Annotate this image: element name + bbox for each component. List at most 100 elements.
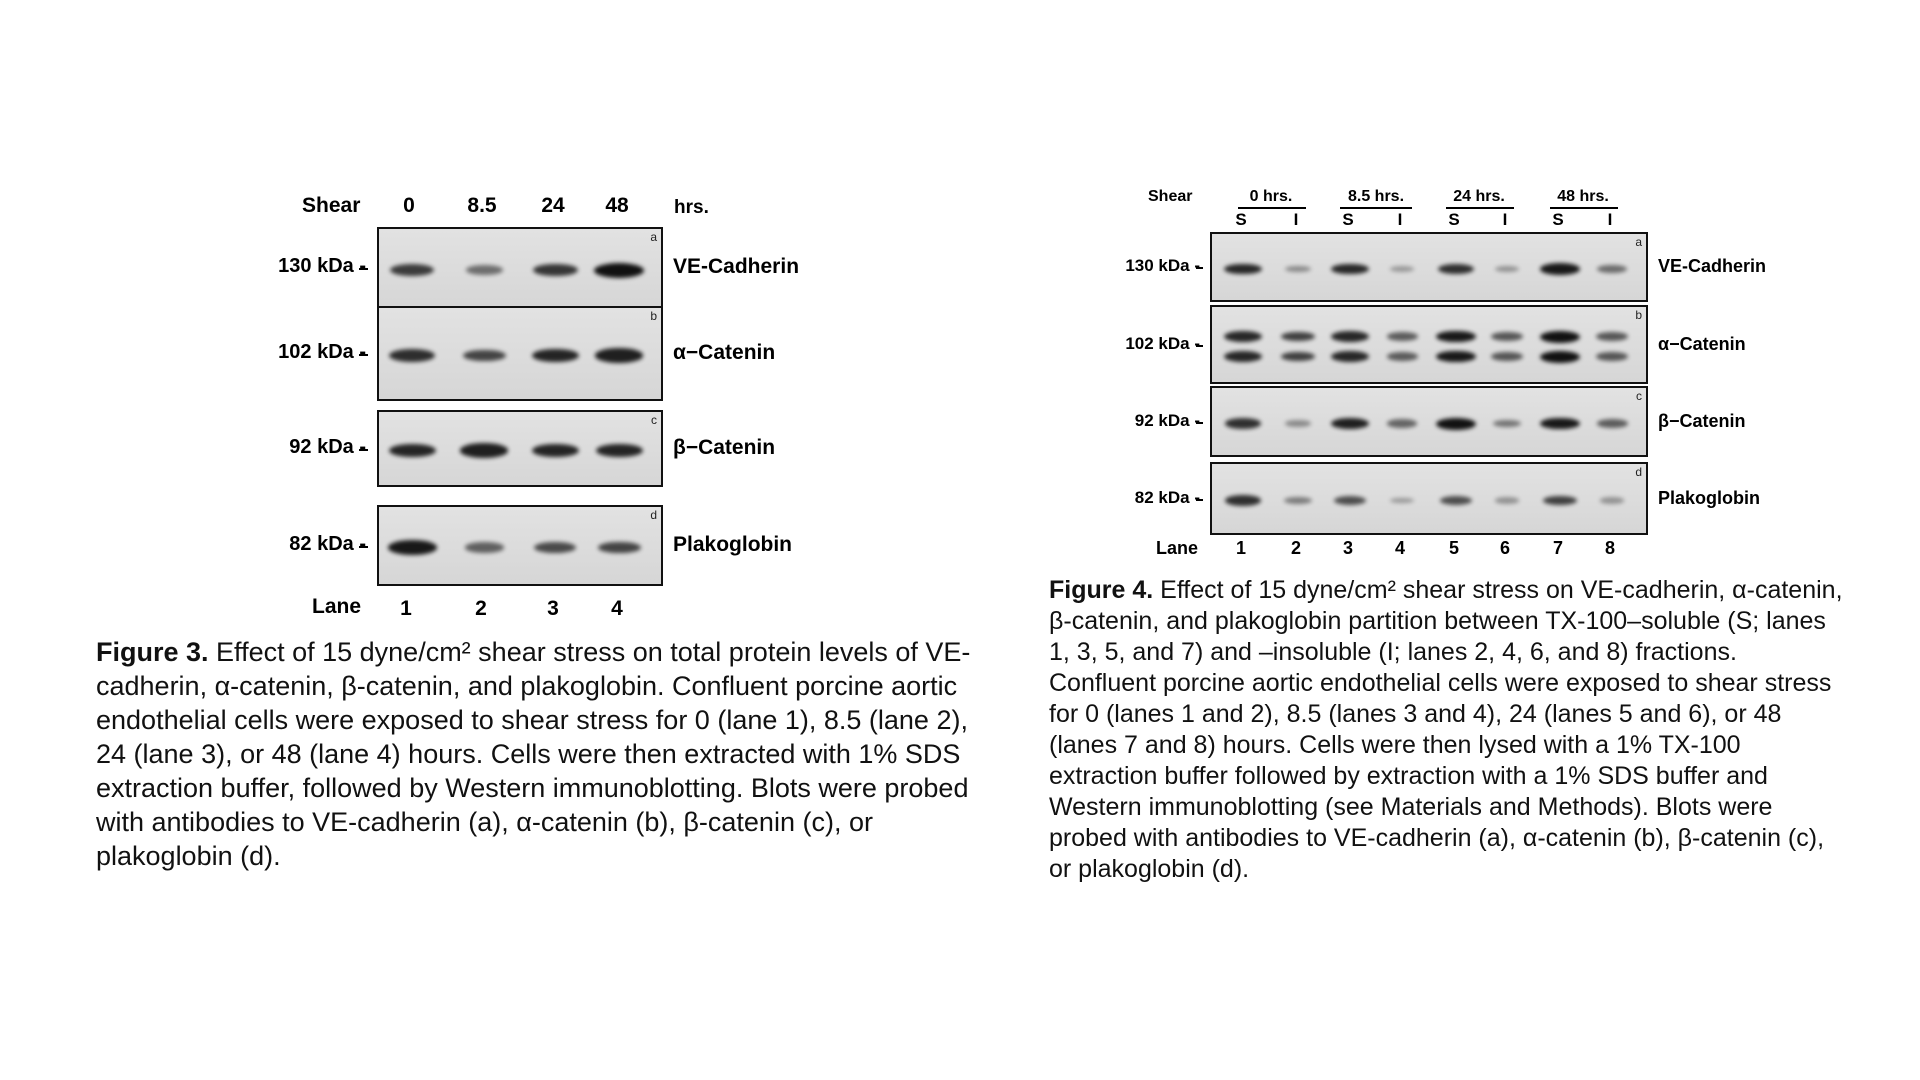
fig4-band bbox=[1224, 351, 1262, 362]
fig4-band bbox=[1542, 495, 1578, 506]
fig4-band bbox=[1331, 351, 1369, 362]
fig3-shear-value: 48 bbox=[605, 194, 629, 217]
fig4-band bbox=[1596, 419, 1628, 428]
fig3-band bbox=[532, 263, 578, 277]
fig4-fraction-label: S bbox=[1235, 210, 1247, 229]
fig3-protein-label: Plakoglobin bbox=[673, 532, 793, 556]
fig4-mw-tick bbox=[1196, 267, 1203, 269]
fig4-fraction-label: S bbox=[1448, 210, 1460, 229]
fig4-band bbox=[1540, 330, 1580, 343]
fig4-caption-title: Figure 4. bbox=[1049, 576, 1154, 604]
fig4-lane-label: Lane bbox=[1156, 538, 1199, 558]
fig3-protein-label: VE-Cadherin bbox=[673, 255, 800, 278]
fig4-panel-letter: a bbox=[1635, 235, 1642, 249]
fig3-lane-number: 4 bbox=[611, 597, 623, 620]
fig4-band bbox=[1597, 265, 1627, 273]
fig3-blot-panel: c bbox=[377, 410, 663, 487]
fig4-band bbox=[1224, 418, 1262, 429]
fig3-band bbox=[388, 443, 436, 458]
fig3-caption-title: Figure 3. bbox=[96, 637, 209, 667]
fig4-mw-label: 102 kDa - bbox=[1125, 333, 1200, 353]
fig4-fraction-label: I bbox=[1607, 210, 1613, 229]
fig4-band bbox=[1285, 265, 1311, 273]
fig3-mw-tick bbox=[359, 268, 368, 270]
fig4-fraction-label: I bbox=[1502, 210, 1508, 229]
fig4-band bbox=[1492, 419, 1522, 428]
fig4-band bbox=[1280, 331, 1316, 342]
fig4-band bbox=[1280, 351, 1316, 362]
fig4-band bbox=[1330, 417, 1370, 430]
fig4-band bbox=[1494, 497, 1520, 504]
fig3-lane-number: 1 bbox=[400, 597, 412, 620]
fig3-panel-letter: c bbox=[651, 413, 657, 427]
fig4-fraction-label: I bbox=[1397, 210, 1403, 229]
fig4-blot-panel: d bbox=[1210, 462, 1648, 535]
fig4-blot-panel: a bbox=[1210, 232, 1648, 302]
fig3-band bbox=[464, 542, 504, 553]
fig3-time-unit: hrs. bbox=[674, 197, 709, 218]
fig3-mw-tick bbox=[359, 353, 368, 356]
fig4-mw-tick bbox=[1196, 344, 1203, 347]
fig4-blot-panel: c bbox=[1210, 386, 1648, 457]
fig3-mw-label: 130 kDa - bbox=[278, 255, 366, 277]
fig4-lane-number: 5 bbox=[1448, 538, 1460, 558]
fig4-lane-number: 3 bbox=[1342, 538, 1354, 558]
fig4-fraction-label: I bbox=[1293, 210, 1299, 229]
fig4-protein-label: VE-Cadherin bbox=[1658, 256, 1767, 276]
fig3-mw-label: 82 kDa - bbox=[289, 532, 366, 555]
fig3-band bbox=[465, 265, 503, 275]
fig4-mw-label: 92 kDa - bbox=[1134, 410, 1200, 430]
fig4-band bbox=[1437, 263, 1475, 275]
fig4-band bbox=[1390, 266, 1414, 272]
fig4-protein-label: α−Catenin bbox=[1658, 333, 1746, 354]
fig4-fraction-label: S bbox=[1342, 210, 1354, 229]
fig4-mw-tick bbox=[1196, 421, 1203, 424]
fig3-band bbox=[462, 349, 506, 362]
fig4-condition-label: 48 hrs. bbox=[1557, 188, 1609, 205]
fig4-band bbox=[1596, 352, 1628, 361]
fig3-lane-label: Lane bbox=[312, 595, 362, 618]
fig4-band bbox=[1224, 263, 1262, 275]
fig4-band bbox=[1284, 496, 1312, 505]
fig4-band bbox=[1540, 350, 1580, 363]
fig4-condition-label: 8.5 hrs. bbox=[1347, 188, 1405, 205]
fig4-condition-underline bbox=[1340, 207, 1412, 209]
fig4-band bbox=[1285, 420, 1311, 427]
fig4-panel-letter: b bbox=[1635, 308, 1642, 322]
fig3-panel-letter: a bbox=[650, 230, 657, 244]
fig4-mw-label: 82 kDa - bbox=[1134, 487, 1200, 507]
fig4-band bbox=[1491, 332, 1523, 341]
fig3-lane-number: 3 bbox=[547, 597, 559, 620]
fig4-condition-underline bbox=[1550, 207, 1618, 209]
fig4-band bbox=[1224, 495, 1262, 506]
fig3-band bbox=[460, 443, 508, 458]
fig3-shear-value: 8.5 bbox=[467, 194, 497, 217]
fig3-mw-tick bbox=[359, 448, 368, 451]
fig4-band bbox=[1386, 419, 1418, 428]
fig4-band bbox=[1439, 495, 1473, 506]
fig4-band bbox=[1599, 497, 1625, 504]
fig4-shear-label: Shear bbox=[1148, 188, 1193, 205]
fig4-band bbox=[1390, 497, 1414, 504]
fig4-band bbox=[1386, 352, 1418, 361]
fig3-panel-letter: b bbox=[650, 309, 657, 323]
fig3-band bbox=[595, 443, 643, 458]
fig4-band bbox=[1331, 263, 1369, 275]
fig4-band bbox=[1436, 350, 1476, 363]
fig4-condition-underline bbox=[1446, 207, 1514, 209]
fig3-band bbox=[531, 443, 579, 458]
fig4-band bbox=[1224, 331, 1262, 342]
fig4-panel-letter: c bbox=[1636, 389, 1642, 403]
fig4-band bbox=[1596, 332, 1628, 341]
fig3-mw-tick bbox=[359, 545, 368, 548]
fig3-shear-label: Shear bbox=[302, 194, 361, 217]
fig4-band bbox=[1540, 263, 1580, 275]
fig3-shear-value: 24 bbox=[541, 194, 565, 217]
fig3-band bbox=[534, 541, 576, 554]
fig4-band bbox=[1333, 495, 1367, 506]
fig3-band bbox=[387, 540, 437, 555]
fig4-protein-label: Plakoglobin bbox=[1658, 487, 1761, 508]
fig4-band bbox=[1494, 265, 1520, 273]
fig4-lane-number: 7 bbox=[1552, 538, 1564, 558]
